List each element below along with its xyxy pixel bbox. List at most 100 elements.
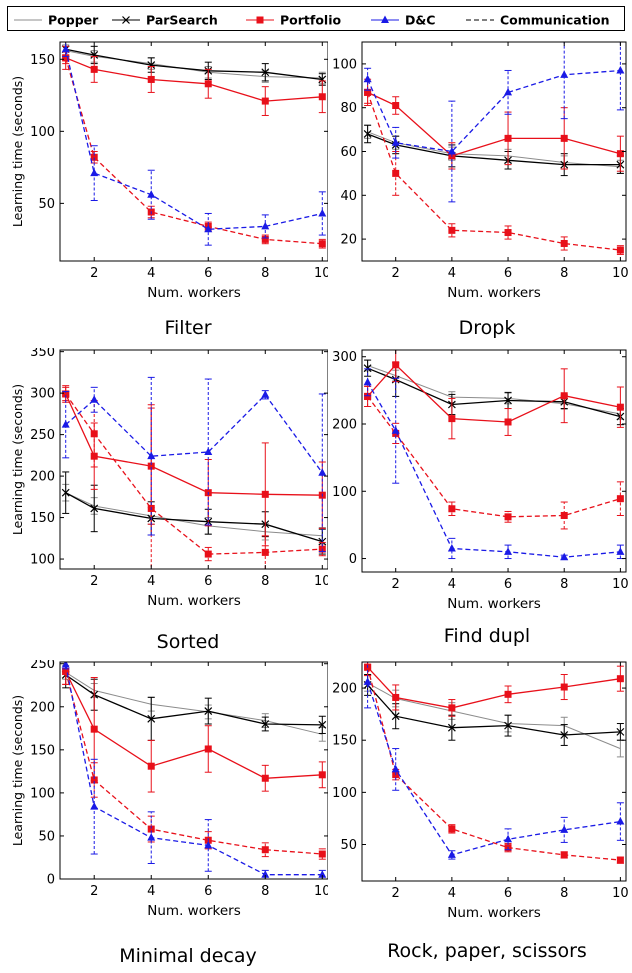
data-point-parsearch	[147, 714, 156, 723]
data-point-dc_comm	[504, 547, 513, 555]
x-tick-label: 4	[147, 574, 155, 589]
y-tick-label: 200	[30, 470, 55, 485]
series-dc_comm	[61, 376, 327, 553]
data-point-portfolio_comm	[504, 229, 512, 237]
data-point-dc_comm	[261, 870, 270, 878]
error-bar	[147, 169, 155, 220]
series-parsearch	[363, 124, 625, 177]
y-tick-label: 200	[332, 418, 357, 433]
data-point-portfolio_comm	[90, 776, 98, 784]
plot-area	[363, 662, 625, 864]
y-tick-label: 0	[47, 873, 55, 888]
series-portfolio	[364, 350, 624, 440]
legend-graphics: Popper ParSearch Portfolio D&C Communication	[14, 13, 610, 28]
data-point-portfolio_comm	[318, 850, 326, 858]
error-bar	[560, 42, 568, 120]
series-line-portfolio	[65, 393, 323, 496]
x-tick-label: 10	[612, 577, 629, 592]
data-point-portfolio_comm	[318, 240, 326, 248]
legend-label-1: ParSearch	[146, 13, 218, 28]
chart-panel-sorted: 2 4 6 8 10 100 150 200 250 300 350 Num. workers Lear…	[8, 345, 331, 653]
series-popper	[62, 483, 326, 545]
x-tick-label: 4	[448, 577, 456, 592]
x-tick-label: 4	[448, 886, 456, 901]
data-point-portfolio	[392, 361, 400, 369]
legend-label-2: Portfolio	[280, 13, 341, 28]
data-point-dc_comm	[318, 468, 327, 476]
data-point-parsearch	[204, 707, 213, 716]
data-point-portfolio_comm	[448, 505, 456, 513]
data-point-dc_comm	[560, 70, 569, 78]
plot-frame	[361, 41, 627, 262]
data-point-parsearch	[560, 731, 569, 739]
data-point-dc_comm	[147, 451, 156, 460]
series-line-popper	[65, 50, 323, 79]
series-line-dc_comm	[366, 681, 621, 856]
series-parsearch	[61, 471, 327, 555]
legend-entry-0: Popper	[14, 13, 99, 28]
data-point-portfolio_comm	[560, 851, 568, 859]
legend-marker-1	[122, 16, 130, 24]
y-tick-label: 250	[30, 428, 55, 443]
data-point-portfolio_comm	[616, 856, 624, 864]
data-point-portfolio	[392, 693, 400, 701]
series-line-portfolio_comm	[65, 57, 323, 245]
series-popper	[364, 674, 624, 758]
series-popper	[364, 359, 624, 420]
data-point-dc_comm	[447, 543, 456, 552]
x-tick-label: 8	[261, 266, 269, 281]
series-parsearch	[61, 662, 327, 741]
data-point-dc_comm	[504, 87, 513, 96]
chart-legend: Popper ParSearch Portfolio D&C Communication	[7, 6, 625, 31]
series-portfolio_comm	[364, 662, 624, 864]
series-portfolio_comm	[62, 51, 326, 249]
y-tick-label: 20	[340, 233, 357, 248]
x-tick-label: 6	[204, 266, 212, 281]
chart-title-find-dupl: Find dupl	[443, 625, 531, 647]
data-point-dc_comm	[204, 224, 213, 233]
x-axis-label: Num. workers	[147, 593, 240, 609]
data-point-portfolio	[448, 415, 456, 423]
data-point-dc_comm	[447, 147, 456, 155]
legend-marker-2	[256, 16, 264, 24]
series-line-portfolio_comm	[65, 393, 323, 555]
data-point-portfolio	[204, 745, 212, 753]
data-point-parsearch	[318, 75, 327, 84]
series-line-popper	[367, 682, 621, 750]
y-tick-label: 50	[38, 829, 55, 844]
series-dc_comm	[363, 42, 625, 203]
chart-panel-filter: 2 4 6 8 10 50 100 150 Num. workers Learning time …	[8, 40, 331, 339]
series-line-parsearch	[65, 674, 323, 726]
data-point-portfolio_comm	[62, 667, 70, 675]
series-line-portfolio_comm	[366, 667, 621, 861]
data-point-dc_comm	[391, 764, 400, 773]
series-line-popper	[65, 492, 323, 537]
data-point-portfolio	[560, 392, 568, 400]
y-axis-label: Learning time (seconds)	[10, 384, 25, 535]
y-tick-label: 50	[340, 838, 357, 853]
legend-marker-3	[381, 15, 389, 23]
x-tick-label: 8	[560, 266, 568, 281]
data-point-portfolio	[261, 97, 269, 105]
x-tick-label: 2	[392, 577, 400, 592]
error-bar	[318, 393, 326, 553]
series-line-parsearch	[65, 48, 323, 81]
data-point-dc_comm	[504, 834, 513, 843]
legend-entry-4: Communication	[466, 13, 610, 28]
data-point-parsearch	[318, 720, 327, 729]
data-point-dc_comm	[616, 547, 625, 555]
data-point-portfolio_comm	[504, 513, 512, 521]
error-bar	[364, 368, 372, 397]
data-point-portfolio	[616, 150, 624, 158]
legend-label-3: D&C	[405, 13, 435, 28]
series-line-dc_comm	[65, 393, 323, 474]
data-point-dc_comm	[391, 426, 400, 434]
data-point-parsearch	[391, 712, 400, 721]
series-line-dc_comm	[367, 69, 621, 153]
data-point-portfolio	[504, 690, 512, 698]
data-point-portfolio_comm	[261, 846, 269, 854]
series-portfolio	[62, 662, 326, 793]
x-tick-label: 4	[147, 266, 155, 281]
y-tick-label: 100	[332, 786, 357, 801]
